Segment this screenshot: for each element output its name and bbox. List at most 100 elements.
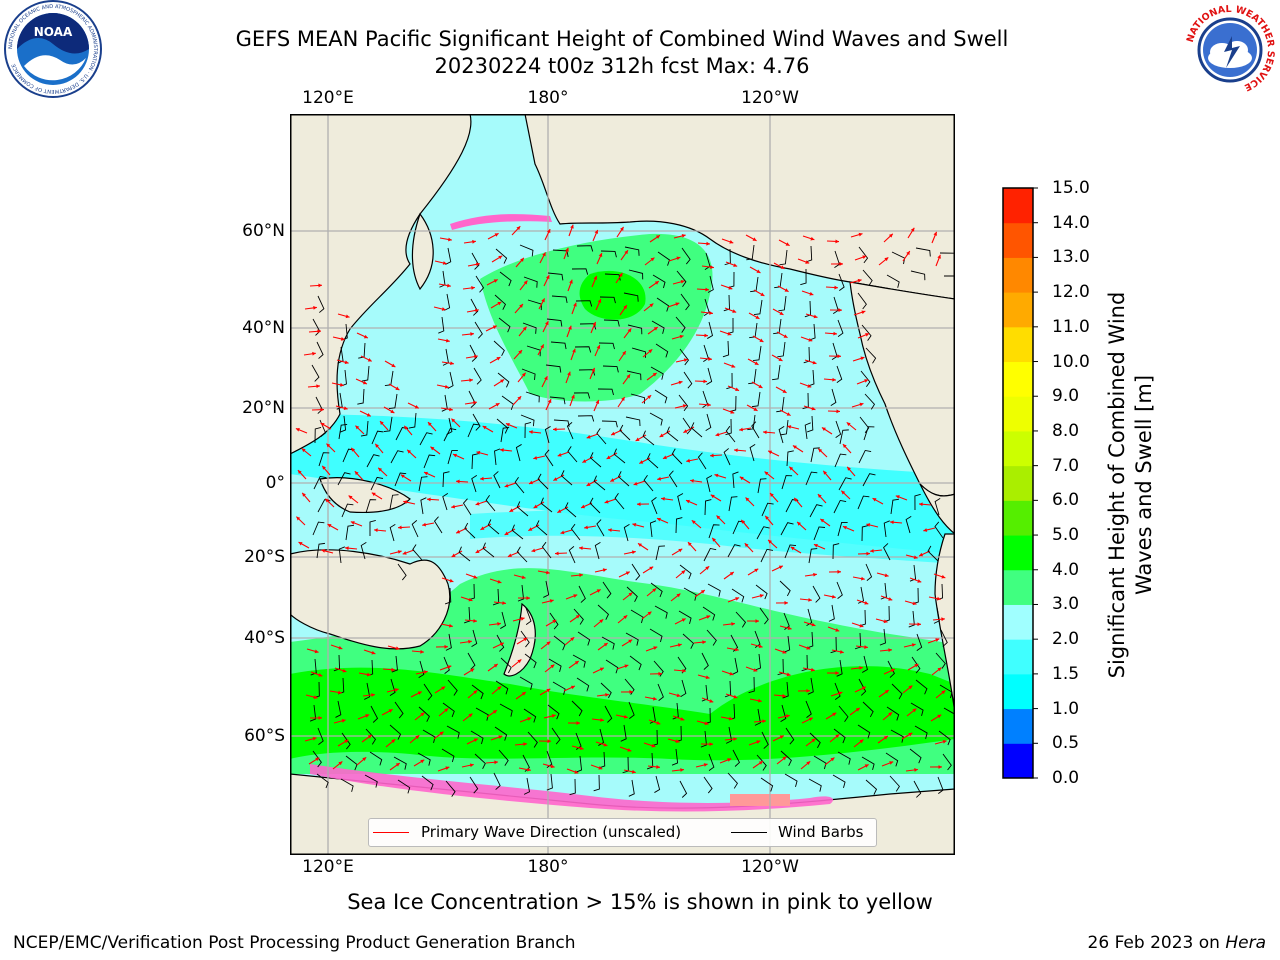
wind-barb	[605, 659, 619, 674]
wind-barb	[469, 344, 478, 362]
wind-barb	[757, 478, 767, 494]
wind-barb	[857, 292, 867, 310]
wind-barb	[886, 274, 900, 288]
wind-barb	[593, 475, 606, 491]
wind-barb	[602, 365, 619, 373]
wind-barb	[643, 475, 654, 492]
wind-barb	[575, 732, 582, 751]
wind-barb	[472, 413, 481, 431]
wave-direction-arrowhead	[716, 515, 721, 520]
wave-direction-arrowhead	[733, 694, 738, 699]
wave-direction-arrowhead	[520, 257, 524, 262]
wave-direction-arrowhead	[475, 262, 480, 267]
wave-direction-arrowhead	[473, 738, 478, 742]
wave-direction-arrowhead	[835, 734, 840, 739]
wind-barb	[408, 412, 417, 429]
wind-barb	[397, 563, 407, 581]
wave-direction-arrowhead	[494, 760, 498, 765]
footer-host: Hera	[1225, 933, 1266, 953]
wave-direction-arrowhead	[442, 261, 447, 265]
wind-barb	[577, 415, 595, 422]
wind-barb	[905, 516, 912, 534]
wind-barb	[915, 247, 931, 257]
wave-direction-arrowhead	[618, 272, 623, 277]
wind-barb	[805, 471, 818, 486]
wind-barb	[369, 751, 383, 766]
wave-direction-arrowhead	[782, 389, 787, 393]
wind-barb	[422, 729, 436, 744]
wave-direction-arrowhead	[338, 761, 343, 766]
wind-barb	[784, 773, 798, 788]
wind-barb	[666, 426, 679, 442]
wave-direction-arrowhead	[316, 384, 320, 389]
wave-direction-arrowhead	[691, 520, 696, 525]
wave-direction-arrowhead	[662, 455, 667, 460]
wave-direction-arrowhead	[497, 301, 502, 306]
sea-ice-patch	[730, 794, 790, 806]
wave-direction-arrowhead	[649, 566, 654, 571]
wave-direction-arrowhead	[623, 714, 628, 719]
wave-direction-arrowhead	[621, 397, 625, 401]
wave-direction-arrowhead	[610, 478, 615, 482]
wind-barb	[389, 678, 396, 696]
wave-direction-arrowhead	[837, 569, 841, 574]
wave-direction-arrowhead	[623, 305, 627, 310]
wind-barb	[916, 633, 923, 652]
wind-barb	[655, 343, 669, 358]
wave-direction-arrowhead	[545, 321, 549, 326]
wind-barb	[546, 773, 553, 791]
wave-direction-arrowhead	[714, 473, 719, 478]
wind-barb	[393, 756, 407, 770]
wave-direction-arrowhead	[846, 422, 851, 427]
wave-direction-arrowhead	[476, 450, 481, 455]
wind-barb	[496, 634, 505, 652]
wind-barb	[619, 424, 631, 441]
wind-barb	[546, 750, 553, 769]
wave-direction-arrowhead	[707, 402, 711, 407]
wind-barb	[597, 604, 609, 620]
wind-barb	[600, 250, 617, 258]
wind-barb	[732, 471, 739, 489]
wind-barb	[535, 520, 548, 536]
wave-direction-arrowhead	[570, 637, 575, 642]
wave-direction-arrowhead	[912, 708, 917, 713]
wave-direction-arrowhead	[546, 641, 551, 646]
wind-barb	[522, 754, 530, 772]
wind-barb	[680, 293, 690, 311]
wave-direction-arrowhead	[753, 668, 758, 672]
wave-direction-arrowhead	[570, 224, 574, 229]
wave-direction-arrowhead	[759, 338, 764, 342]
wave-direction-arrowhead	[635, 437, 640, 441]
wind-barb	[499, 271, 512, 287]
wind-barb	[702, 606, 716, 621]
wave-direction-arrowhead	[735, 647, 739, 652]
wind-barb	[910, 702, 924, 716]
wind-barb	[680, 679, 687, 697]
legend-wind-barbs-swatch	[731, 832, 767, 833]
wind-barb	[730, 634, 739, 652]
wind-barb	[783, 635, 791, 653]
wave-direction-arrowhead	[818, 448, 823, 453]
wave-direction-arrowhead	[343, 406, 348, 411]
wave-direction-arrowhead	[657, 476, 662, 481]
wind-barb	[652, 274, 666, 289]
wave-direction-arrowhead	[703, 763, 708, 767]
wave-direction-arrowhead	[620, 226, 624, 231]
wave-direction-arrowhead	[297, 470, 302, 475]
wave-direction-arrowhead	[367, 672, 371, 677]
wind-barb	[835, 420, 842, 439]
colorbar-tick-label: 0.5	[1052, 733, 1080, 754]
colorbar-tick-label: 14.0	[1052, 212, 1090, 233]
wave-direction-arrowhead	[823, 470, 828, 475]
wind-barb	[423, 454, 436, 469]
wave-direction-arrowhead	[555, 551, 559, 556]
wind-barb	[914, 493, 921, 511]
wind-barb	[341, 503, 354, 518]
wind-barb	[780, 750, 792, 766]
wind-barb	[516, 546, 528, 563]
wave-direction-arrowhead	[502, 601, 506, 605]
colorbar-segment	[1003, 430, 1033, 467]
wave-direction-arrowhead	[681, 234, 686, 238]
wave-direction-arrowhead	[782, 650, 787, 654]
wind-barb	[657, 251, 671, 266]
